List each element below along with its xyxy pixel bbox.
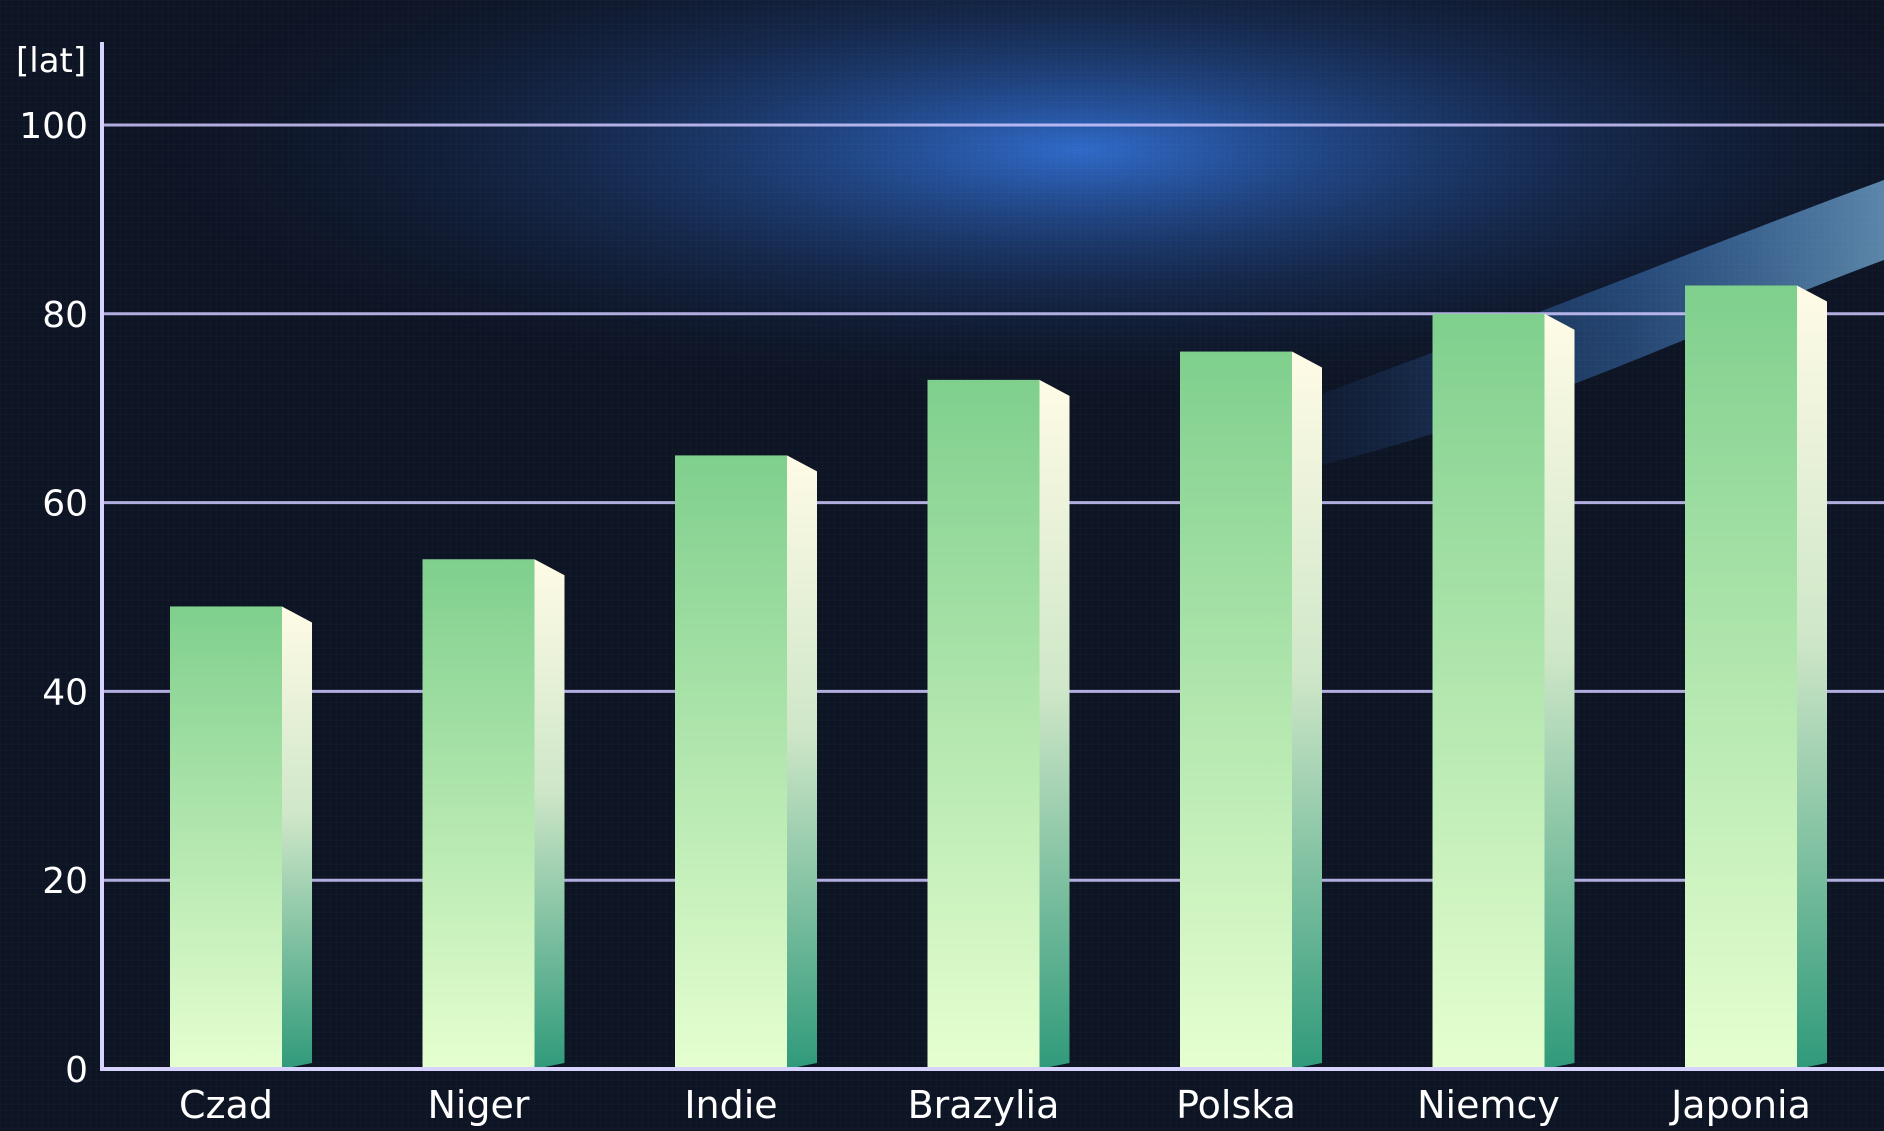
bar-front [422, 559, 535, 1069]
bar-side [1544, 313, 1575, 1069]
bar [675, 455, 817, 1069]
y-tick-label: 0 [65, 1050, 88, 1091]
x-tick-label: Niemcy [1417, 1083, 1560, 1127]
bar-front [927, 379, 1040, 1069]
bar-side [1039, 379, 1070, 1069]
y-tick-label: 100 [19, 106, 88, 147]
bar-front [1685, 285, 1797, 1070]
x-tick-labels: Czad Niger Indie Brazylia Polska Niemcy Japoni… [179, 1083, 1811, 1127]
x-tick-label: Japonia [1669, 1083, 1811, 1127]
bar-side [534, 559, 565, 1069]
bar-front [675, 455, 787, 1069]
y-tick-label: 40 [42, 672, 88, 713]
y-tick-label: 80 [42, 295, 88, 336]
bars [170, 285, 1827, 1070]
bar [1180, 351, 1322, 1069]
axes [100, 42, 1884, 1071]
bar [422, 559, 565, 1069]
x-tick-label: Czad [179, 1083, 273, 1127]
x-tick-label: Polska [1176, 1083, 1296, 1127]
bar [1685, 285, 1827, 1070]
y-tick-label: 60 [42, 484, 88, 525]
y-tick-labels: 0 20 40 60 80 100 [19, 106, 88, 1091]
y-axis-label: [lat] [16, 41, 86, 81]
bar [927, 379, 1070, 1069]
bar-front [1180, 351, 1292, 1069]
x-tick-label: Niger [427, 1083, 529, 1127]
bar [1432, 313, 1575, 1069]
x-tick-label: Indie [684, 1083, 777, 1127]
x-tick-label: Brazylia [908, 1083, 1060, 1127]
bar-side [282, 606, 312, 1069]
bar-side [787, 455, 817, 1069]
bar [170, 606, 312, 1069]
bar-side [1797, 285, 1827, 1070]
bar-side [1292, 351, 1322, 1069]
bar-front [1432, 313, 1545, 1069]
y-tick-label: 20 [42, 861, 88, 902]
bar-front [170, 606, 282, 1069]
